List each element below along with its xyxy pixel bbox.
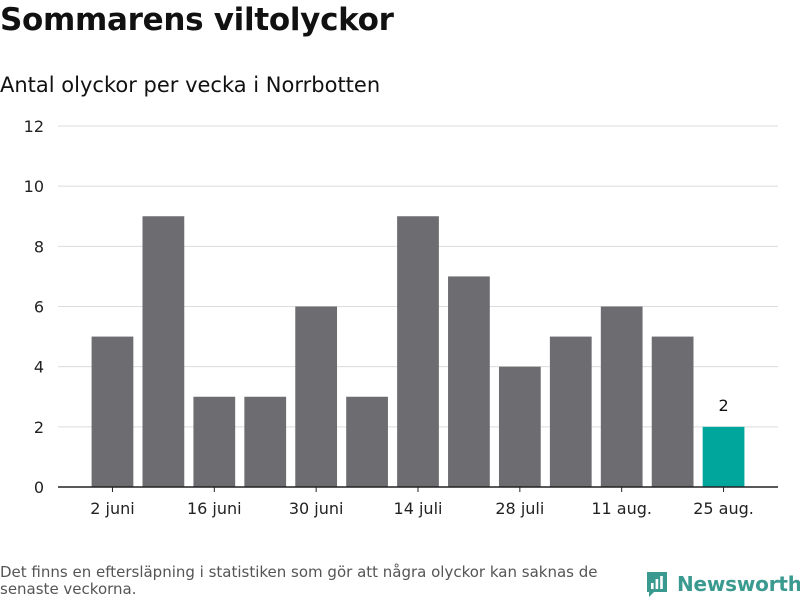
x-tick-label: 30 juni [289,499,344,518]
chart-title: Sommarens viltolyckor [0,2,394,38]
bar [498,366,541,487]
y-tick-label: 6 [34,298,44,317]
x-tick-label: 2 juni [90,499,134,518]
bar [142,216,185,487]
y-tick-label: 2 [34,418,44,437]
bar [651,336,694,487]
x-tick-label: 14 juli [394,499,443,518]
chart-subtitle: Antal olyckor per vecka i Norrbotten [0,73,381,97]
x-tick-label: 28 juli [495,499,544,518]
bar [193,396,236,487]
x-tick-label: 11 aug. [591,499,652,518]
bar [702,426,745,487]
bar [448,276,490,487]
bar-chart: 0 2 4 6 8 10 12 2 juni 16 juni 30 juni 14 juli 28 j… [24,117,778,518]
newsworthy-logo-icon [647,572,667,597]
x-tick-label: 25 aug. [693,499,754,518]
bar [295,306,338,487]
y-tick-label: 4 [34,358,44,377]
footer-note: Det finns en eftersläpning i statistiken… [0,563,598,598]
bar [397,216,439,487]
x-tick-label: 16 juni [187,499,242,518]
data-label: 2 [718,396,728,415]
bar [346,396,388,487]
y-tick-label: 0 [34,478,44,497]
bar [91,336,134,487]
newsworthy-logo: Newsworthy [645,568,800,600]
bar [600,306,643,487]
y-tick-label: 12 [24,117,44,136]
y-tick-label: 8 [34,237,44,256]
y-tick-label: 10 [24,177,44,196]
bar [244,396,287,487]
newsworthy-logo-text: Newsworthy [677,572,800,596]
bar [549,336,592,487]
